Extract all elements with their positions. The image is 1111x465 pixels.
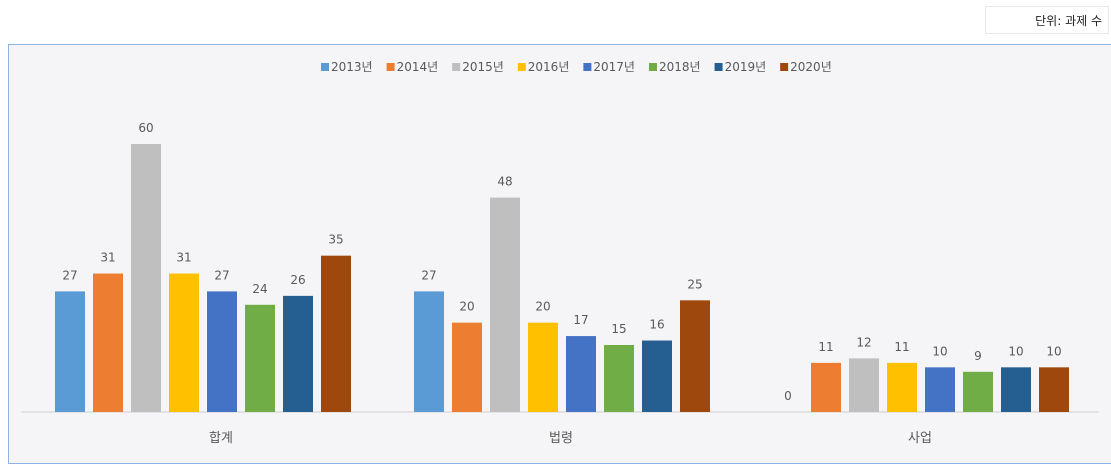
data-label: 20 xyxy=(535,300,550,314)
chart-area: 27 31 60 31 27 24 26 35 합계 27 20 48 20 17 15 16 25 법령 0 11 1… xyxy=(8,44,1111,464)
bar xyxy=(131,144,161,412)
bar xyxy=(490,197,520,412)
data-label: 11 xyxy=(894,340,909,354)
data-label: 12 xyxy=(856,335,871,349)
bar xyxy=(414,291,444,412)
legend-swatch xyxy=(386,63,395,71)
bar xyxy=(283,295,313,412)
legend-label: 2019년 xyxy=(725,60,767,74)
legend-label: 2013년 xyxy=(331,60,373,74)
legend-swatch xyxy=(321,63,329,71)
legend-label: 2015년 xyxy=(462,60,504,74)
data-label: 60 xyxy=(138,121,153,135)
data-label: 25 xyxy=(687,277,702,291)
bar xyxy=(1039,367,1069,412)
data-label: 27 xyxy=(421,268,436,282)
bar xyxy=(245,304,275,412)
bar xyxy=(887,362,917,412)
data-label: 27 xyxy=(214,268,229,282)
data-label: 0 xyxy=(784,389,792,403)
unit-label: 단위: 과제 수 xyxy=(985,6,1109,34)
legend-swatch xyxy=(648,63,657,71)
legend-label: 2016년 xyxy=(528,60,570,74)
category-label: 합계 xyxy=(209,431,233,446)
data-label: 10 xyxy=(1046,344,1061,358)
data-label: 27 xyxy=(62,268,77,282)
data-label: 9 xyxy=(974,349,982,363)
data-label: 31 xyxy=(100,251,115,265)
legend-swatch xyxy=(517,63,526,71)
bar xyxy=(811,362,841,412)
bar xyxy=(93,273,123,412)
legend-label: 2014년 xyxy=(397,60,439,74)
bar xyxy=(452,322,482,412)
data-label: 31 xyxy=(176,251,191,265)
bar xyxy=(1001,367,1031,412)
legend-label: 2018년 xyxy=(659,60,701,74)
bar xyxy=(849,358,879,412)
legend-swatch xyxy=(452,63,461,71)
data-label: 10 xyxy=(932,344,947,358)
data-label: 26 xyxy=(290,273,305,287)
bar xyxy=(321,255,351,412)
bar xyxy=(566,336,596,412)
bar-chart: 27 31 60 31 27 24 26 35 합계 27 20 48 20 17 15 16 25 법령 0 11 1… xyxy=(21,60,1099,446)
bar xyxy=(925,367,955,412)
legend-swatch xyxy=(714,63,723,71)
data-label: 24 xyxy=(252,282,267,296)
legend-label: 2020년 xyxy=(790,60,832,74)
bar xyxy=(680,300,710,412)
legend-swatch xyxy=(780,63,789,71)
bar xyxy=(963,371,993,412)
bar xyxy=(169,273,199,412)
bar xyxy=(642,340,672,412)
bar xyxy=(207,291,237,412)
bar xyxy=(604,345,634,412)
data-label: 10 xyxy=(1008,344,1023,358)
legend-label: 2017년 xyxy=(593,60,635,74)
bar xyxy=(528,322,558,412)
data-label: 17 xyxy=(573,313,588,327)
data-label: 35 xyxy=(328,233,343,247)
data-label: 48 xyxy=(497,175,512,189)
bar xyxy=(55,291,85,412)
category-label: 사업 xyxy=(908,431,932,446)
category-label: 법령 xyxy=(549,431,573,446)
legend-swatch xyxy=(583,63,592,71)
data-label: 11 xyxy=(818,340,833,354)
data-label: 15 xyxy=(611,322,626,336)
data-label: 20 xyxy=(459,300,474,314)
data-label: 16 xyxy=(649,318,664,332)
